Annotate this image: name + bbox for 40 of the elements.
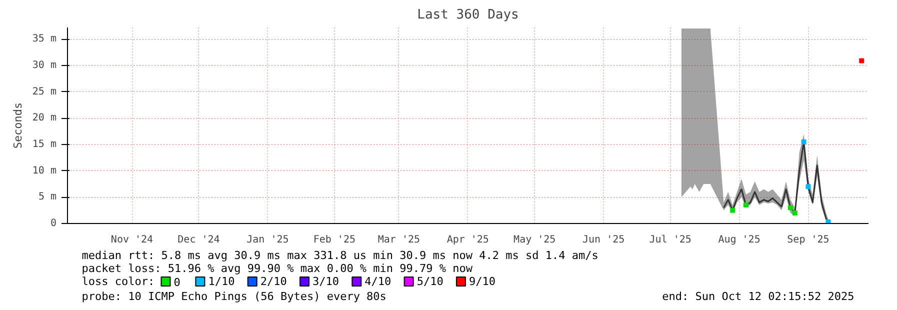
x-tick-label: Jun '25 (582, 234, 625, 246)
x-tick-label: Jul '25 (649, 234, 692, 246)
text: end: Sun Oct 12 02:15:52 2025 (662, 290, 854, 303)
legend-title: loss color: (82, 275, 155, 288)
x-tick-label: Feb '25 (313, 234, 356, 246)
chart-title: Last 360 Days (417, 8, 519, 22)
y-tick-label: 25 m (32, 86, 57, 98)
point (792, 210, 798, 216)
legend-label: 5/10 (416, 275, 444, 288)
text: probe: 10 ICMP Echo Pings (56 Bytes) every 80s (82, 290, 386, 303)
point (743, 202, 748, 208)
y-axis-title: Seconds (11, 102, 24, 149)
x-tick-label: Dec '24 (178, 234, 220, 246)
y-tick-label: 0 (50, 218, 57, 229)
point (788, 205, 793, 210)
x-tick-label: Jan '25 (246, 234, 289, 246)
y-tick-label: 10 m (32, 165, 57, 176)
point (801, 139, 806, 144)
y-tick-label: 15 m (32, 138, 57, 150)
x-tick-label: Aug '25 (718, 234, 760, 246)
legend-label: 2/10 (260, 275, 287, 288)
x-tick-label: Mar '25 (378, 234, 420, 246)
text: packet loss: 51.96 % avg 99.90 % max 0.00 % min 99.79 % now (82, 262, 473, 275)
legend-label: 9/10 (468, 275, 496, 288)
x-tick-label: May '25 (514, 234, 556, 246)
point (730, 208, 736, 213)
point (859, 58, 864, 64)
legend-label: 4/10 (364, 275, 392, 288)
x-tick-label: Sep '25 (787, 234, 830, 246)
y-tick-label: 30 m (32, 60, 57, 71)
legend-label: 0 (174, 276, 180, 289)
point (806, 184, 811, 190)
y-tick-label: 5 m (38, 192, 56, 203)
y-tick-label: 20 m (32, 112, 57, 124)
y-tick-label: 35 m (32, 34, 57, 45)
x-tick-label: Nov '24 (110, 234, 154, 246)
legend-label: 3/10 (312, 275, 340, 288)
text: median rtt: 5.8 ms avg 30.9 ms max 331.8 us min 30.9 ms now 4.2 ms sd 1.4 am/s (82, 249, 598, 262)
legend-label: 1/10 (208, 275, 235, 288)
x-tick-label: Apr '25 (446, 234, 489, 246)
